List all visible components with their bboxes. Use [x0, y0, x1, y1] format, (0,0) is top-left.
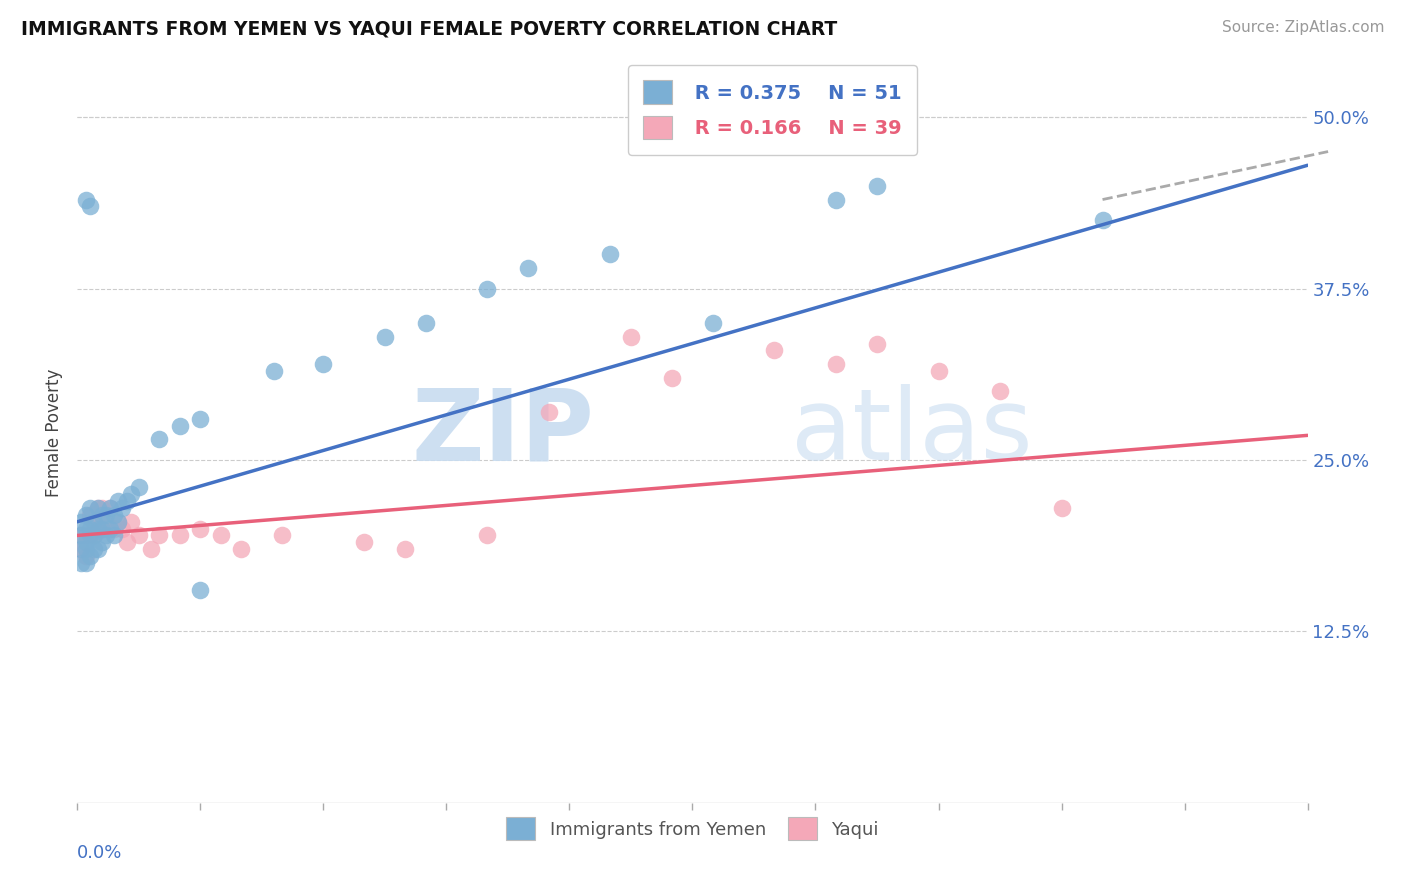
Point — [115, 494, 138, 508]
Point — [79, 528, 101, 542]
Point — [825, 357, 848, 371]
Point — [517, 261, 540, 276]
Point — [75, 508, 97, 522]
Point — [209, 528, 232, 542]
Point — [79, 549, 101, 563]
Text: Source: ZipAtlas.com: Source: ZipAtlas.com — [1222, 20, 1385, 35]
Point — [83, 542, 105, 557]
Point — [79, 508, 101, 522]
Point — [79, 199, 101, 213]
Point — [79, 522, 101, 536]
Point — [83, 515, 105, 529]
Point — [477, 528, 499, 542]
Point — [103, 522, 125, 536]
Point — [866, 178, 889, 193]
Point — [111, 501, 134, 516]
Point — [111, 522, 134, 536]
Point — [94, 508, 117, 522]
Point — [141, 542, 163, 557]
Text: 0.0%: 0.0% — [77, 844, 122, 862]
Point — [988, 384, 1011, 399]
Point — [87, 522, 110, 536]
Point — [115, 535, 138, 549]
Point — [702, 316, 724, 330]
Point — [70, 556, 93, 570]
Point — [107, 515, 129, 529]
Point — [231, 542, 253, 557]
Point — [79, 528, 101, 542]
Point — [70, 528, 93, 542]
Point — [70, 515, 93, 529]
Point — [98, 522, 121, 536]
Point — [763, 343, 786, 358]
Text: IMMIGRANTS FROM YEMEN VS YAQUI FEMALE POVERTY CORRELATION CHART: IMMIGRANTS FROM YEMEN VS YAQUI FEMALE PO… — [21, 20, 838, 38]
Point — [1050, 501, 1073, 516]
Text: atlas: atlas — [792, 384, 1032, 481]
Point — [75, 522, 97, 536]
Point — [90, 501, 114, 516]
Point — [599, 247, 621, 261]
Point — [70, 542, 93, 557]
Point — [128, 480, 150, 494]
Point — [271, 528, 294, 542]
Point — [477, 282, 499, 296]
Point — [169, 528, 191, 542]
Point — [374, 329, 396, 343]
Point — [94, 515, 117, 529]
Point — [90, 522, 114, 536]
Point — [825, 193, 848, 207]
Point — [120, 515, 142, 529]
Point — [75, 528, 97, 542]
Point — [75, 542, 97, 557]
Y-axis label: Female Poverty: Female Poverty — [45, 368, 63, 497]
Point — [263, 364, 285, 378]
Point — [188, 412, 212, 426]
Point — [87, 501, 110, 516]
Point — [148, 528, 170, 542]
Point — [75, 193, 97, 207]
Point — [87, 501, 110, 516]
Point — [928, 364, 950, 378]
Point — [70, 528, 93, 542]
Point — [98, 501, 121, 516]
Point — [169, 418, 191, 433]
Point — [537, 405, 560, 419]
Point — [90, 522, 114, 536]
Point — [103, 528, 125, 542]
Point — [312, 357, 335, 371]
Point — [103, 508, 125, 522]
Point — [188, 583, 212, 598]
Point — [90, 508, 114, 522]
Point — [128, 528, 150, 542]
Point — [75, 549, 97, 563]
Point — [394, 542, 416, 557]
Point — [1091, 213, 1114, 227]
Legend: Immigrants from Yemen, Yaqui: Immigrants from Yemen, Yaqui — [498, 808, 887, 849]
Text: ZIP: ZIP — [411, 384, 595, 481]
Point — [83, 515, 105, 529]
Point — [415, 316, 437, 330]
Point — [188, 522, 212, 536]
Point — [79, 501, 101, 516]
Point — [94, 528, 117, 542]
Point — [75, 535, 97, 549]
Point — [87, 542, 110, 557]
Point — [90, 535, 114, 549]
Point — [107, 515, 129, 529]
Point — [70, 542, 93, 557]
Point — [87, 522, 110, 536]
Point — [98, 501, 121, 516]
Point — [353, 535, 375, 549]
Point — [866, 336, 889, 351]
Point — [661, 371, 683, 385]
Point — [148, 433, 170, 447]
Point — [120, 487, 142, 501]
Point — [107, 494, 129, 508]
Point — [83, 528, 105, 542]
Point — [75, 556, 97, 570]
Point — [83, 528, 105, 542]
Point — [620, 329, 643, 343]
